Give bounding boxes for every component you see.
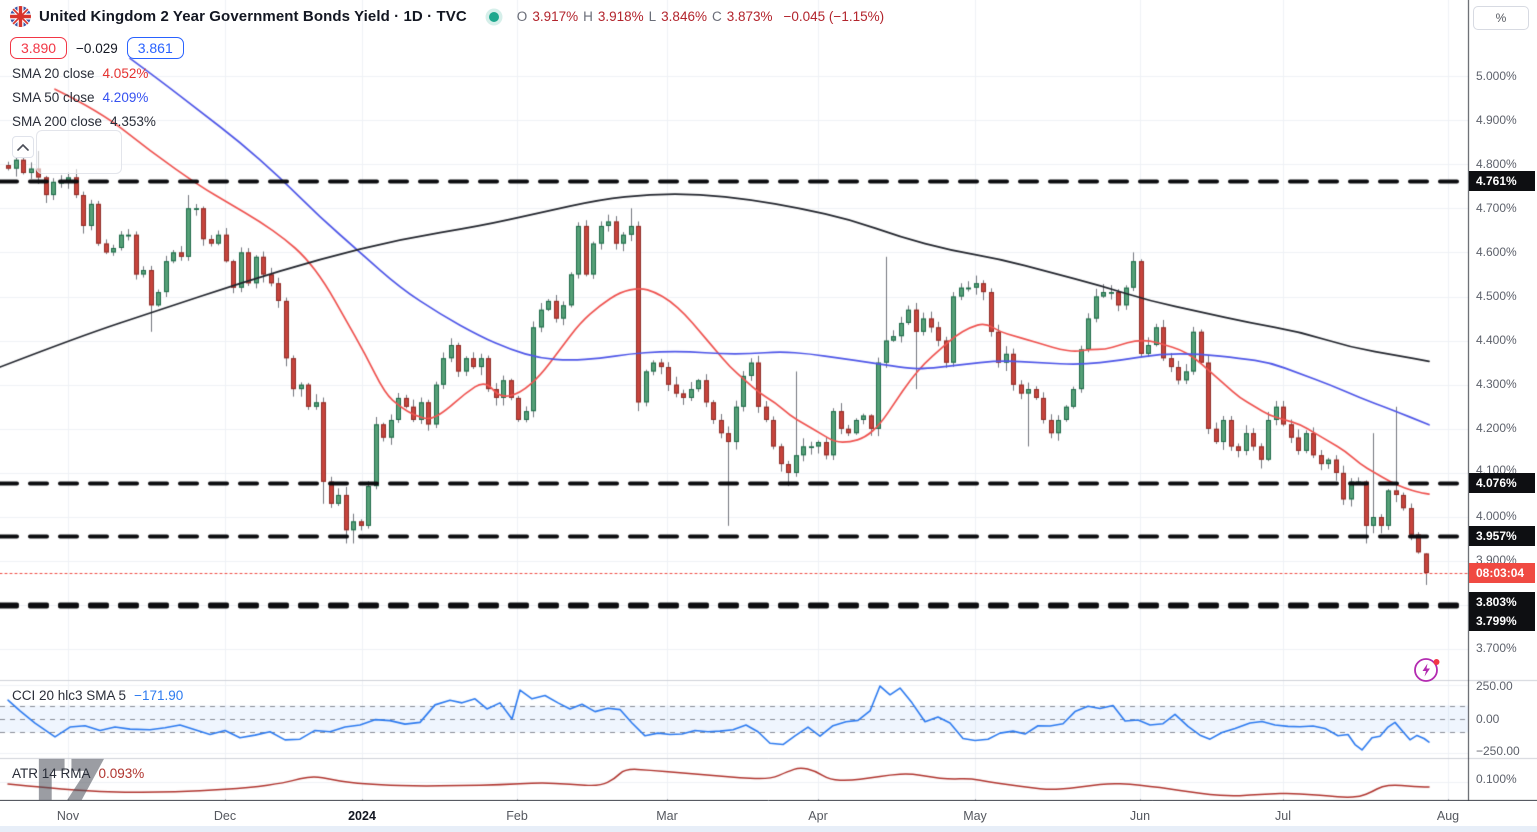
level-price-badge: 3.799% xyxy=(1469,611,1535,631)
window-edge-strip xyxy=(0,826,1537,832)
uk-flag-icon xyxy=(10,6,31,27)
time-axis-label-feb: Feb xyxy=(506,809,528,823)
sma50-label: SMA 50 close xyxy=(12,90,95,105)
cci-axis-tick: −250.00 xyxy=(1476,744,1520,758)
buy-price-button[interactable]: 3.861 xyxy=(126,37,184,59)
price-axis-tick: 5.000% xyxy=(1476,69,1517,83)
low-value: 3.846% xyxy=(661,9,707,24)
cci-label: CCI 20 hlc3 SMA 5 xyxy=(12,688,127,703)
time-axis-label-jun: Jun xyxy=(1129,809,1151,823)
atr-axis-tick: 0.100% xyxy=(1476,772,1517,786)
atr-label: ATR 14 RMA xyxy=(12,766,91,781)
time-axis-label-dec: Dec xyxy=(213,809,237,823)
price-axis-tick: 4.600% xyxy=(1476,245,1517,259)
legend-sma50[interactable]: SMA 50 close 4.209% xyxy=(12,90,148,105)
price-axis-tick: 4.300% xyxy=(1476,377,1517,391)
sma20-value: 4.052% xyxy=(102,66,149,81)
time-axis-label-2024: 2024 xyxy=(348,809,376,823)
price-axis-tick: 4.400% xyxy=(1476,333,1517,347)
sma200-label: SMA 200 close xyxy=(12,114,103,129)
sma200-value: 4.353% xyxy=(110,114,156,129)
time-axis-label-aug: Aug xyxy=(1436,809,1460,823)
axis-unit-button[interactable]: % xyxy=(1473,6,1529,30)
level-price-badge: 3.803% xyxy=(1469,592,1535,612)
spread-value: −0.029 xyxy=(76,40,118,56)
legend-atr[interactable]: ATR 14 RMA 0.093% xyxy=(12,766,144,781)
legend-sma200[interactable]: SMA 200 close 4.353% xyxy=(12,114,156,129)
low-label: L xyxy=(648,9,657,24)
legend-cci[interactable]: CCI 20 hlc3 SMA 5 −171.90 xyxy=(12,688,183,703)
symbol-title[interactable]: United Kingdom 2 Year Government Bonds Y… xyxy=(39,8,467,25)
market-status-icon[interactable] xyxy=(488,11,499,22)
high-label: H xyxy=(583,9,593,24)
sma50-value: 4.209% xyxy=(102,90,149,105)
price-axis-tick: 4.800% xyxy=(1476,157,1517,171)
price-axis-tick: 4.900% xyxy=(1476,113,1517,127)
price-axis-tick: 3.700% xyxy=(1476,641,1517,655)
time-axis-label-may: May xyxy=(963,809,987,823)
alert-flash-button[interactable] xyxy=(1413,656,1441,684)
time-axis-label-nov: Nov xyxy=(56,809,80,823)
price-axis-tick: 4.500% xyxy=(1476,289,1517,303)
price-axis[interactable]: % 5.000% 4.900% 4.800% 4.700% 4.600% 4.500% 4.… xyxy=(1468,0,1537,800)
level-price-badge: 4.076% xyxy=(1469,473,1535,493)
ohlc-values: O 3.917% H 3.918% L 3.846% C 3.873% −0.0… xyxy=(517,9,884,24)
tradingview-logo-watermark[interactable] xyxy=(36,752,124,805)
chevron-up-icon xyxy=(17,143,29,151)
time-axis-label-apr: Apr xyxy=(808,809,828,823)
level-price-badge: 3.957% xyxy=(1469,526,1535,546)
close-label: C xyxy=(711,9,722,24)
legend-hover-overlay xyxy=(36,130,122,174)
open-value: 3.917% xyxy=(532,9,579,24)
collapse-legend-button[interactable] xyxy=(12,136,34,158)
sma20-label: SMA 20 close xyxy=(12,66,95,81)
time-axis-label-jul: Jul xyxy=(1275,809,1291,823)
cci-value: −171.90 xyxy=(134,688,184,703)
symbol-header: United Kingdom 2 Year Government Bonds Y… xyxy=(10,6,884,27)
sell-price-button[interactable]: 3.890 xyxy=(10,37,68,59)
quote-row: 3.890 −0.029 3.861 xyxy=(10,37,184,59)
cci-axis-tick: 250.00 xyxy=(1476,679,1513,693)
legend-sma20[interactable]: SMA 20 close 4.052% xyxy=(12,66,148,81)
atr-value: 0.093% xyxy=(98,766,145,781)
price-axis-tick: 4.200% xyxy=(1476,421,1517,435)
tradingview-logo-icon xyxy=(38,758,104,800)
price-axis-tick: 4.700% xyxy=(1476,201,1517,215)
change-value: −0.045 (−1.15%) xyxy=(783,9,885,24)
level-price-badge: 4.761% xyxy=(1469,171,1535,191)
countdown-badge: 08:03:04 xyxy=(1469,563,1535,583)
close-value: 3.873% xyxy=(726,9,773,24)
high-value: 3.918% xyxy=(597,9,644,24)
lightning-icon xyxy=(1414,658,1440,682)
cci-axis-tick: 0.00 xyxy=(1476,712,1500,726)
time-axis-label-mar: Mar xyxy=(656,809,678,823)
price-axis-tick: 4.000% xyxy=(1476,509,1517,523)
open-label: O xyxy=(516,9,528,24)
